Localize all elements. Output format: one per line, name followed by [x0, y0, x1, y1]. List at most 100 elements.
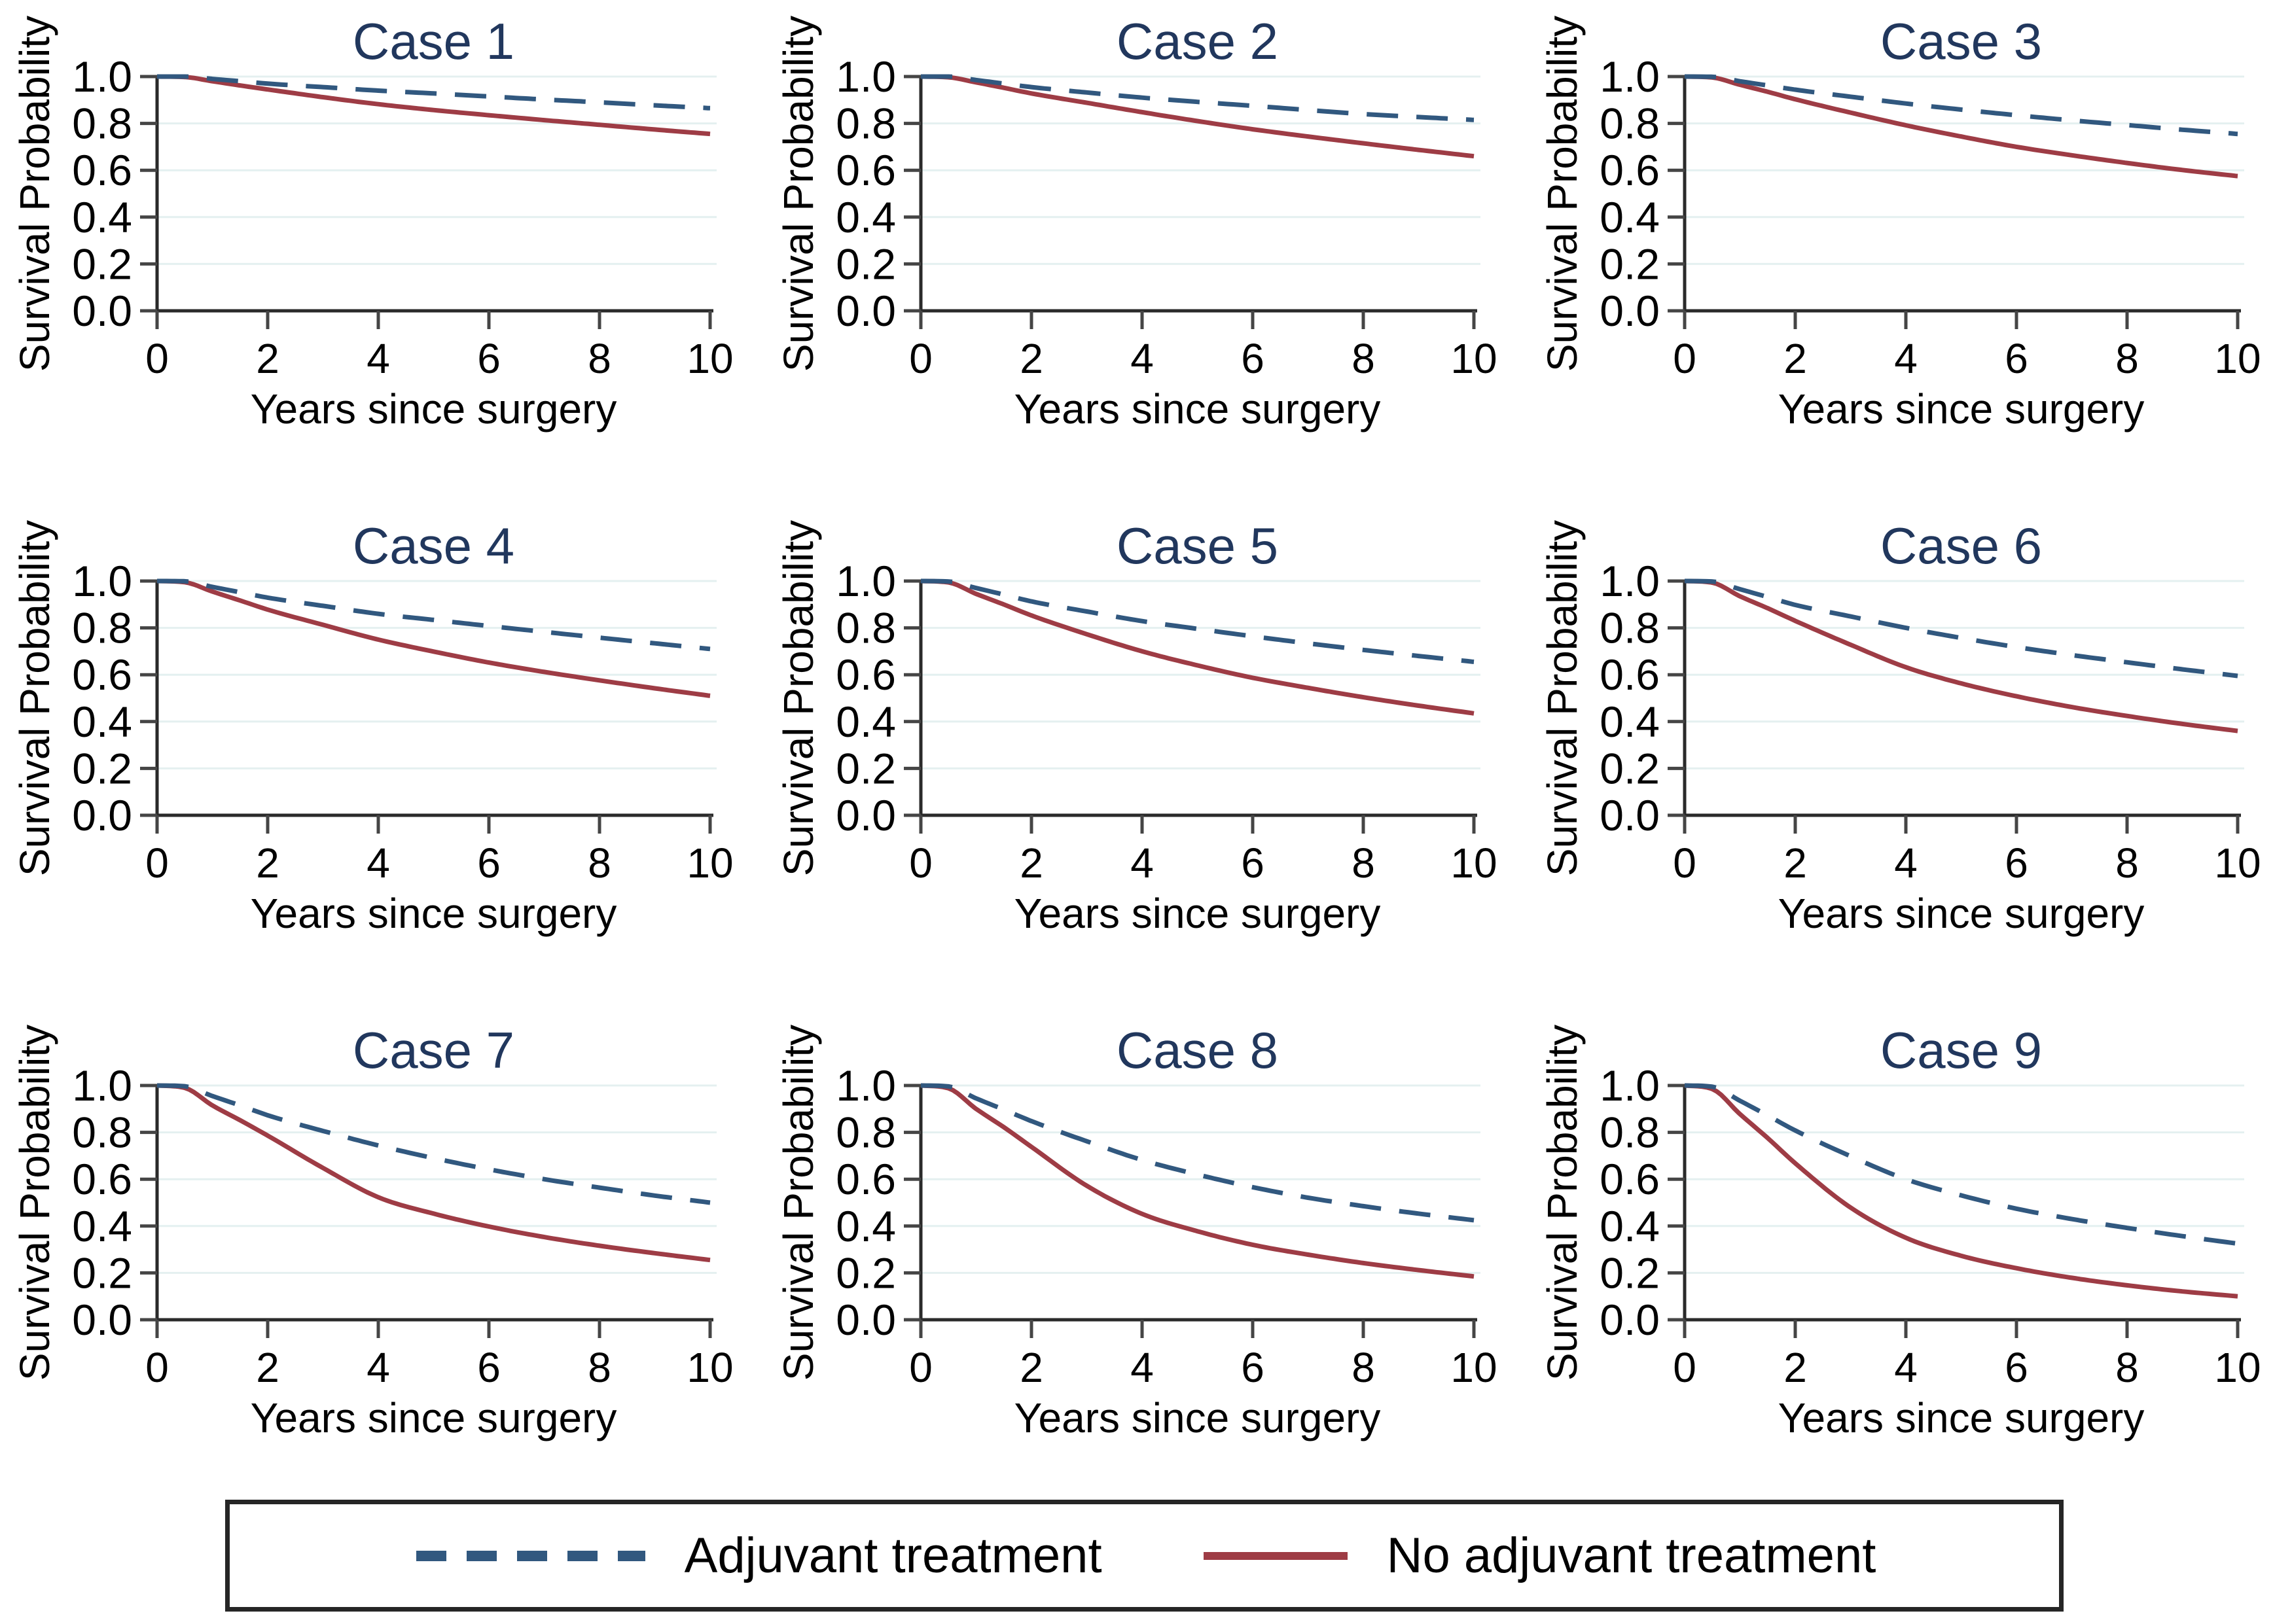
y-tick-label: 1.0	[836, 557, 896, 605]
y-tick-label: 0.0	[836, 1296, 896, 1344]
x-tick-label: 8	[588, 1344, 611, 1391]
x-tick-label: 0	[145, 839, 169, 887]
y-tick-label: 0.4	[1600, 193, 1660, 241]
case-5-chart: 0.00.20.40.60.81.0 0 2 4 6 8 10 Years since sur…	[775, 517, 1497, 937]
x-tick-label: 10	[687, 335, 733, 382]
x-tick-label: 6	[1241, 839, 1264, 887]
no-adjuvant-treatment-curve	[156, 74, 711, 137]
y-tick-label: 0.0	[72, 1296, 132, 1344]
y-tick-label: 0.8	[1600, 99, 1660, 148]
x-tick-label: 10	[1450, 1344, 1497, 1391]
x-tick-label: 0	[145, 1344, 169, 1391]
y-tick-label: 0.8	[72, 1108, 132, 1157]
y-tick-label: 0.6	[836, 146, 896, 194]
y-tick-label: 0.6	[1600, 1155, 1660, 1203]
y-tick-label: 0.0	[72, 791, 132, 839]
x-tick-label: 10	[1450, 839, 1497, 887]
y-tick-label: 1.0	[1600, 1061, 1660, 1110]
axes	[155, 581, 713, 817]
axes	[1683, 1086, 2241, 1322]
x-tick-label: 2	[1783, 839, 1807, 887]
panel-title: Case 8	[1117, 1021, 1278, 1079]
y-tick-label: 0.8	[1600, 1108, 1660, 1157]
x-tick-label: 4	[1130, 335, 1154, 382]
x-tick-label: 6	[477, 335, 501, 382]
x-tick-label: 6	[1241, 1344, 1264, 1391]
x-tick-label: 0	[1673, 335, 1696, 382]
adjuvant-treatment-curve	[1685, 578, 2238, 679]
case-6-panel: 0.0 0.2 0.4 0.6 0.8 1.0 0 2 4 6 8 10 Years since sur…	[1528, 504, 2291, 962]
no-adjuvant-treatment-curve	[156, 578, 711, 698]
case-9-chart: 0.00.20.40.60.81.0 0 2 4 6 8 10 Years since sur…	[1539, 1021, 2261, 1441]
x-tick-label: 0	[1673, 839, 1696, 887]
no-adjuvant-treatment-curve	[920, 1083, 1475, 1279]
legend: Adjuvant treatment No adjuvant treatment	[225, 1500, 2064, 1612]
case-7-chart: 0.00.20.40.60.81.0 0 2 4 6 8 10 Years since sur…	[11, 1021, 734, 1441]
x-tick-label: 4	[367, 839, 390, 887]
x-tick-label: 10	[1450, 335, 1497, 382]
case-3-panel: 0.0 0.2 0.4 0.6 0.8 1.0 0 2 4 6 8 10 Years since sur…	[1528, 0, 2291, 458]
x-tick-label: 2	[1783, 1344, 1807, 1391]
no-adjuvant-treatment-curve	[1684, 578, 2238, 733]
y-tick-label: 1.0	[72, 52, 132, 101]
case-1-chart: 0.00.20.40.60.81.0 0 2 4 6 8 10 Years since sur…	[11, 12, 734, 432]
x-tick-label: 8	[1352, 839, 1375, 887]
case-1-panel: 0.0 0.2 0.4 0.6 0.8 1.0 0 2 4 6 8 10 Years since sur…	[0, 0, 764, 458]
x-tick-label: 8	[1352, 1344, 1375, 1391]
y-tick-label: 0.4	[72, 1202, 132, 1250]
x-tick-label: 2	[256, 839, 279, 887]
adjuvant-dashed-line-sample	[416, 1550, 645, 1561]
x-tick-label: 8	[2115, 839, 2139, 887]
y-tick-label: 0.4	[1600, 697, 1660, 746]
y-tick-label: 0.2	[836, 744, 896, 792]
y-tick-label: 0.0	[72, 287, 132, 335]
y-axis-label: Survival Probability	[11, 520, 58, 876]
x-tick-label: 6	[2005, 335, 2028, 382]
x-axis-label: Years since surgery	[1778, 385, 2145, 432]
y-tick-label: 1.0	[836, 52, 896, 101]
panel-title: Case 7	[353, 1021, 514, 1079]
y-tick-label: 0.2	[72, 744, 132, 792]
y-tick-label: 0.2	[1600, 239, 1660, 288]
x-tick-label: 2	[256, 1344, 279, 1391]
x-tick-label: 4	[1894, 1344, 1918, 1391]
y-tick-label: 0.8	[72, 604, 132, 652]
y-tick-label: 0.0	[836, 791, 896, 839]
case-8-panel: 0.0 0.2 0.4 0.6 0.8 1.0 0 2 4 6 8 10 Years since sur…	[764, 1009, 1528, 1467]
y-tick-label: 0.8	[1600, 604, 1660, 652]
x-tick-label: 4	[1894, 839, 1918, 887]
y-axis-label: Survival Probability	[775, 16, 822, 372]
case-8-chart: 0.00.20.40.60.81.0 0 2 4 6 8 10 Years since sur…	[775, 1021, 1497, 1441]
x-tick-label: 0	[909, 839, 933, 887]
y-tick-label: 0.2	[72, 1248, 132, 1297]
y-axis-label: Survival Probability	[1539, 16, 1586, 372]
case-4-chart: 0.00.20.40.60.81.0 0 2 4 6 8 10 Years since sur…	[11, 517, 734, 937]
case-4-panel: 0.0 0.2 0.4 0.6 0.8 1.0 0 2 4 6 8 10 Years since sur…	[0, 504, 764, 962]
x-tick-label: 10	[2214, 1344, 2261, 1391]
y-tick-label: 0.4	[1600, 1202, 1660, 1250]
y-axis-label: Survival Probability	[1539, 520, 1586, 876]
y-tick-label: 0.2	[836, 239, 896, 288]
x-axis-label: Years since surgery	[251, 1394, 617, 1441]
adjuvant-treatment-curve	[1684, 1083, 2238, 1246]
panel-title: Case 1	[353, 12, 514, 70]
panel-title: Case 2	[1117, 12, 1278, 70]
panel-title: Case 6	[1880, 517, 2042, 574]
x-axis-label: Years since surgery	[1778, 1394, 2145, 1441]
x-tick-label: 4	[367, 335, 390, 382]
y-axis-label: Survival Probability	[11, 1025, 58, 1381]
x-tick-label: 6	[1241, 335, 1264, 382]
x-tick-label: 8	[2115, 1344, 2139, 1391]
no-adjuvant-treatment-curve	[920, 74, 1475, 159]
y-tick-label: 0.8	[836, 604, 896, 652]
adjuvant-treatment-curve	[921, 578, 1475, 664]
case-9-panel: 0.0 0.2 0.4 0.6 0.8 1.0 0 2 4 6 8 10 Years since sur…	[1528, 1009, 2291, 1467]
y-tick-label: 0.0	[1600, 287, 1660, 335]
x-tick-label: 8	[588, 839, 611, 887]
x-tick-label: 4	[1894, 335, 1918, 382]
y-axis-label: Survival Probability	[1539, 1025, 1586, 1381]
case-6-chart: 0.00.20.40.60.81.0 0 2 4 6 8 10 Years since sur…	[1539, 517, 2261, 937]
y-tick-label: 0.8	[72, 99, 132, 148]
y-tick-label: 0.6	[1600, 146, 1660, 194]
adjuvant-treatment-curve	[157, 74, 711, 111]
